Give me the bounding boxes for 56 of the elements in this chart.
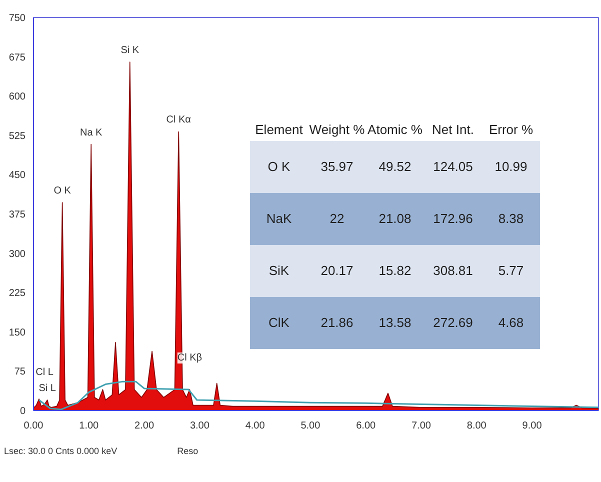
text: Element [255, 122, 303, 138]
annotation: 22 [328, 210, 346, 228]
annotation: 4.68 [497, 314, 525, 332]
annotation: 124.05 [432, 158, 474, 176]
annotation: 49.52 [378, 158, 412, 176]
annotation: NaK [265, 210, 293, 228]
x-tick-label: 5.00 [300, 420, 321, 432]
annotation: SiK [268, 262, 290, 280]
annotation: Si L [38, 383, 56, 394]
y-tick-label: 375 [8, 210, 26, 220]
y-tick-label: 675 [8, 52, 26, 64]
text: Weight % [309, 122, 365, 138]
line-series [38, 380, 598, 410]
text: Reso [177, 446, 198, 456]
annotation: 13.58 [378, 314, 412, 332]
annotation: 35.97 [320, 158, 354, 176]
text: Atomic % [368, 122, 422, 138]
annotation: ClK [268, 314, 290, 332]
y-tick-label: 750 [8, 13, 26, 24]
y-tick-label: 150 [8, 327, 26, 338]
x-tick-label: 9.00 [522, 420, 542, 432]
y-tick-label: 600 [8, 92, 26, 103]
annotation: Cl L [36, 367, 54, 378]
text: Lsec: 30.0 0 Cnts 0.000 keV [4, 446, 118, 456]
annotation: O K [54, 185, 72, 196]
annotation: Na K [80, 127, 103, 138]
y-tick-label: 225 [8, 288, 26, 300]
annotation: 21.08 [378, 210, 412, 228]
y-tick-label: 525 [8, 130, 26, 142]
annotation: Cl Kβ [177, 352, 202, 364]
annotation: Si K [120, 45, 140, 56]
x-tick-label: 7.00 [412, 420, 432, 432]
x-tick-label: 3.00 [190, 420, 210, 432]
annotation: O K [266, 158, 292, 176]
x-tick-label: 0.00 [24, 420, 44, 432]
annotation: 8.38 [497, 210, 525, 228]
x-tick-label: 4.00 [245, 420, 266, 432]
annotation: 272.69 [432, 314, 474, 332]
text: Error % [488, 122, 534, 138]
annotation: 5.77 [497, 262, 525, 280]
text: Net Int. [432, 122, 474, 138]
x-tick-label: 1.00 [79, 420, 100, 432]
x-tick-label: 2.00 [134, 420, 154, 432]
annotation: 308.81 [432, 262, 474, 280]
annotation: 10.99 [494, 158, 528, 176]
y-tick-label: 0 [20, 406, 26, 417]
y-tick-label: 75 [14, 366, 26, 378]
annotation: 21.86 [320, 314, 354, 332]
x-tick-label: 6.00 [356, 420, 376, 432]
x-tick-label: 8.00 [466, 420, 487, 432]
annotation: 20.17 [320, 262, 354, 280]
y-tick-label: 300 [8, 248, 26, 260]
annotation: 15.82 [378, 262, 412, 280]
annotation: 172.96 [432, 210, 474, 228]
annotation: Cl Kα [166, 114, 192, 126]
y-tick-label: 450 [8, 170, 26, 182]
